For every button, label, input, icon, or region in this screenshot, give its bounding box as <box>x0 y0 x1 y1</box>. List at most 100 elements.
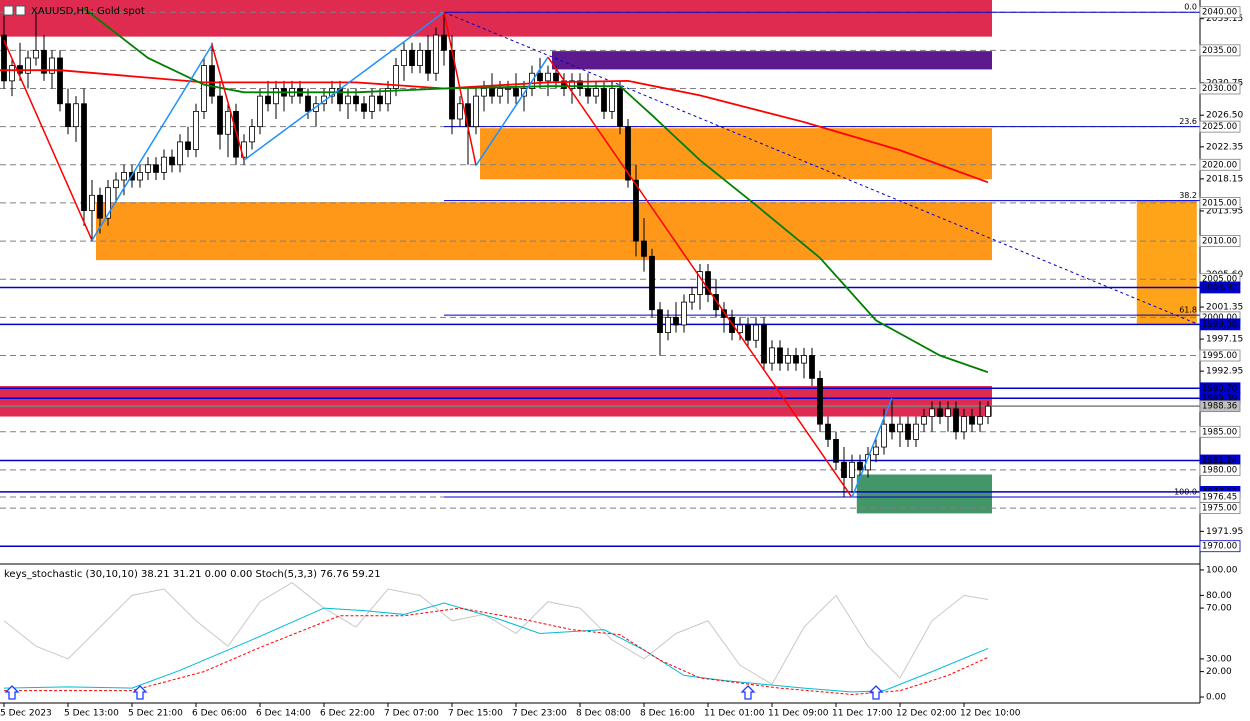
level-label: 2025.00 <box>1202 122 1237 132</box>
candle-body <box>673 316 679 326</box>
candle-body <box>609 88 615 112</box>
x-tick-label: 7 Dec 15:00 <box>448 709 503 719</box>
indicator-title: keys_stochastic (30,10,10) 38.21 31.21 0… <box>4 569 381 580</box>
level-box <box>1199 6 1241 19</box>
candle-body <box>841 461 847 478</box>
candle-body <box>577 80 583 89</box>
candle-body <box>49 57 55 74</box>
chart-icon[interactable] <box>15 5 26 16</box>
candle-body <box>249 126 255 143</box>
candle-body <box>649 255 655 311</box>
zigzag-segment <box>243 11 445 161</box>
candle-body <box>393 65 399 89</box>
x-tick-label: 6 Dec 14:00 <box>256 709 311 719</box>
level-label: 1990.70 <box>1202 384 1237 394</box>
candle-body <box>161 156 167 173</box>
candle-body <box>113 179 119 189</box>
x-tick-label: 8 Dec 08:00 <box>576 709 631 719</box>
level-box <box>1199 349 1241 362</box>
y-tick-label: 2001.35 <box>1206 303 1243 313</box>
x-tick-label: 5 Dec 13:00 <box>64 709 119 719</box>
candle-body <box>753 324 759 341</box>
candle-body <box>457 103 463 120</box>
level-label: 2003.92 <box>1202 283 1237 293</box>
zigzag-segment <box>443 12 477 166</box>
y-tick-label: 30.00 <box>1206 654 1232 664</box>
candle-body <box>97 194 103 219</box>
candle-body <box>345 95 351 105</box>
candle-body <box>497 88 503 97</box>
chart-title: XAUUSD,H1: Gold spot <box>31 6 145 17</box>
zigzag-segment <box>851 397 893 498</box>
candle-body <box>905 423 911 440</box>
level-box <box>1199 281 1241 294</box>
fib-label: 0.0 <box>1184 3 1197 12</box>
y-tick-label: 1992.95 <box>1206 367 1243 377</box>
candle-body <box>81 103 87 211</box>
candle-body <box>857 461 863 471</box>
candle-body <box>177 141 183 166</box>
candle-body <box>377 95 383 105</box>
level-label: 1976.45 <box>1202 493 1237 503</box>
level-label: 1988.36 <box>1202 402 1237 412</box>
candle-body <box>41 49 47 74</box>
candle-body <box>1 34 7 82</box>
y-tick-label: 2018.15 <box>1206 174 1243 184</box>
x-tick-label: 12 Dec 10:00 <box>960 709 1021 719</box>
candle-body <box>633 179 639 242</box>
candle-body <box>761 324 767 364</box>
candle-body <box>9 65 15 82</box>
level-box <box>1199 464 1241 476</box>
candle-body <box>897 423 903 433</box>
candle-body <box>353 95 359 105</box>
level-label: 1981.24 <box>1202 456 1237 466</box>
zigzag-segment <box>547 56 853 498</box>
indicator-line <box>3 582 989 686</box>
level-box <box>1199 318 1241 331</box>
candle-body <box>929 408 935 417</box>
plot-layer: 0.0 23.6 38.2 61.8 100.0 <box>0 0 1200 700</box>
candle-body <box>193 110 199 150</box>
level-label: 2000.00 <box>1202 313 1237 323</box>
candle-body <box>553 72 559 82</box>
candle-body <box>913 423 919 440</box>
x-tick-label: 6 Dec 22:00 <box>320 709 375 719</box>
candle-body <box>89 194 95 211</box>
candle-body <box>793 355 799 364</box>
y-tick-label: 70.00 <box>1206 604 1232 614</box>
level-box <box>1199 120 1241 133</box>
candle-body <box>665 316 671 334</box>
candle-body <box>721 309 727 318</box>
y-tick-label: 1997.15 <box>1206 335 1243 345</box>
x-tick-label: 5 Dec 2023 <box>0 709 52 719</box>
candle-body <box>545 72 551 82</box>
candle-body <box>617 88 623 128</box>
candle-body <box>401 49 407 67</box>
candle-body <box>65 103 71 128</box>
x-tick-label: 11 Dec 17:00 <box>832 709 893 719</box>
candle-body <box>977 416 983 425</box>
x-tick-label: 8 Dec 16:00 <box>640 709 695 719</box>
level-label: 2035.00 <box>1202 46 1237 56</box>
candle-body <box>601 88 607 112</box>
candle-body <box>785 355 791 364</box>
moving-average <box>83 7 989 374</box>
candle-body <box>441 34 447 51</box>
candle-body <box>809 355 815 379</box>
level-box <box>1199 425 1241 438</box>
candle-body <box>209 65 215 97</box>
y-tick-label: 2022.35 <box>1206 142 1243 152</box>
level-label: 1999.08 <box>1202 320 1237 330</box>
menu-icon[interactable] <box>3 5 14 16</box>
candle-body <box>425 49 431 74</box>
level-label: 1989.39 <box>1202 394 1237 404</box>
y-tick-label: 1971.95 <box>1206 527 1243 537</box>
moving-average <box>0 69 989 184</box>
candle-body <box>969 416 975 425</box>
candle-body <box>921 416 927 425</box>
candle-body <box>473 95 479 128</box>
trendline <box>443 11 1197 324</box>
